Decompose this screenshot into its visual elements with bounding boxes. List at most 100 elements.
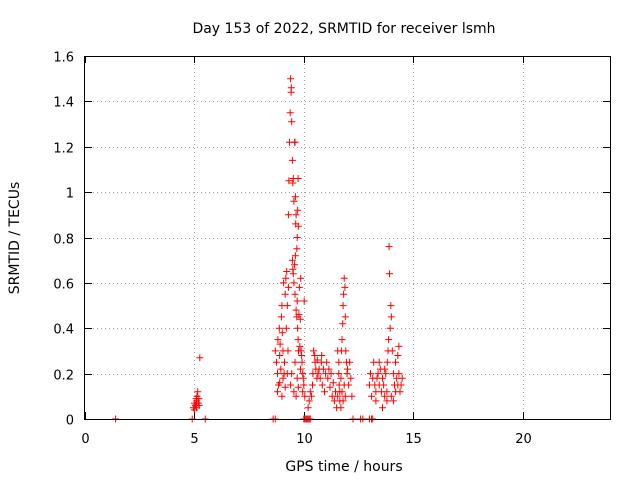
y-tick-label: 0.8	[53, 233, 74, 248]
data-point	[321, 388, 328, 396]
data-point	[288, 156, 296, 164]
data-point	[338, 388, 346, 396]
x-tick-label: 20	[515, 432, 532, 447]
data-point	[292, 392, 300, 400]
data-point	[334, 347, 342, 355]
data-point	[294, 222, 302, 230]
data-point	[194, 388, 202, 396]
data-point	[324, 374, 332, 382]
data-point	[274, 388, 281, 396]
x-tick-label: 15	[405, 432, 422, 447]
data-point	[348, 392, 356, 400]
data-point	[314, 370, 322, 378]
data-point	[329, 379, 337, 387]
data-point	[387, 302, 395, 310]
data-point	[291, 261, 299, 269]
data-point	[275, 324, 283, 332]
data-point	[385, 243, 393, 251]
data-point	[290, 279, 298, 287]
data-point	[291, 138, 299, 146]
data-point	[379, 404, 386, 412]
data-point	[323, 358, 331, 366]
data-point	[367, 370, 374, 378]
data-point	[276, 352, 284, 359]
y-axis-label: SRMTID / TECUs	[7, 182, 23, 295]
data-point	[372, 397, 380, 405]
data-point	[274, 336, 282, 344]
data-point	[385, 336, 393, 344]
data-point	[298, 352, 306, 359]
y-tick-label: 1.4	[53, 96, 74, 111]
data-point	[339, 397, 347, 405]
data-point	[381, 365, 389, 373]
data-point	[381, 392, 389, 400]
data-point	[297, 274, 305, 282]
data-point	[334, 392, 342, 400]
data-point	[392, 358, 400, 366]
data-point	[288, 256, 296, 264]
y-tick-label: 0	[66, 414, 74, 429]
data-point	[299, 374, 307, 382]
x-axis-label: GPS time / hours	[285, 459, 402, 475]
data-point	[310, 347, 318, 355]
data-point	[285, 177, 293, 185]
data-point	[291, 290, 299, 298]
data-point	[293, 297, 301, 305]
data-point	[300, 381, 308, 389]
data-point	[284, 211, 292, 219]
data-point	[344, 365, 351, 373]
data-point	[282, 324, 290, 332]
data-point	[276, 340, 284, 348]
data-point	[299, 370, 307, 378]
data-point	[382, 370, 390, 378]
data-point	[337, 374, 345, 382]
data-point	[298, 358, 306, 366]
data-point	[280, 279, 288, 287]
data-point	[291, 358, 299, 366]
tick-layer: 0 0.2 0.4 0.6 0.8 1 1.2 1.4 1.6 0 5 10 15 20	[53, 51, 610, 447]
data-point	[341, 313, 349, 321]
data-point	[337, 404, 345, 412]
data-point	[281, 290, 289, 298]
data-point	[397, 381, 405, 389]
data-point	[274, 370, 281, 378]
data-point	[300, 297, 308, 305]
data-point	[389, 397, 397, 405]
data-point	[383, 358, 391, 366]
data-point	[292, 211, 300, 219]
data-point	[383, 388, 391, 396]
data-point	[284, 347, 292, 355]
data-point	[383, 397, 391, 405]
data-point	[293, 245, 301, 253]
data-point	[388, 347, 396, 355]
data-point	[318, 381, 326, 389]
data-point	[278, 392, 286, 400]
data-point	[327, 370, 335, 378]
data-point	[295, 283, 303, 291]
data-point	[286, 109, 294, 117]
data-point	[341, 392, 349, 400]
data-point	[340, 381, 348, 389]
data-point	[341, 283, 349, 291]
data-point	[277, 365, 285, 373]
data-point	[296, 315, 304, 323]
data-point	[295, 311, 303, 319]
data-point	[271, 347, 279, 355]
data-point	[346, 358, 354, 366]
data-point	[294, 206, 302, 214]
y-tick-label: 1.6	[53, 51, 74, 66]
x-tick-label: 0	[81, 432, 89, 447]
data-point	[305, 397, 313, 405]
data-point	[290, 197, 298, 205]
data-point	[291, 252, 299, 260]
data-point	[294, 383, 302, 391]
data-point	[294, 175, 302, 182]
data-point	[301, 392, 309, 400]
data-point	[311, 352, 319, 359]
data-point	[283, 370, 291, 378]
x-tick-label: 5	[190, 432, 198, 447]
data-point	[398, 374, 406, 382]
data-point	[290, 388, 298, 396]
data-point	[313, 356, 321, 364]
